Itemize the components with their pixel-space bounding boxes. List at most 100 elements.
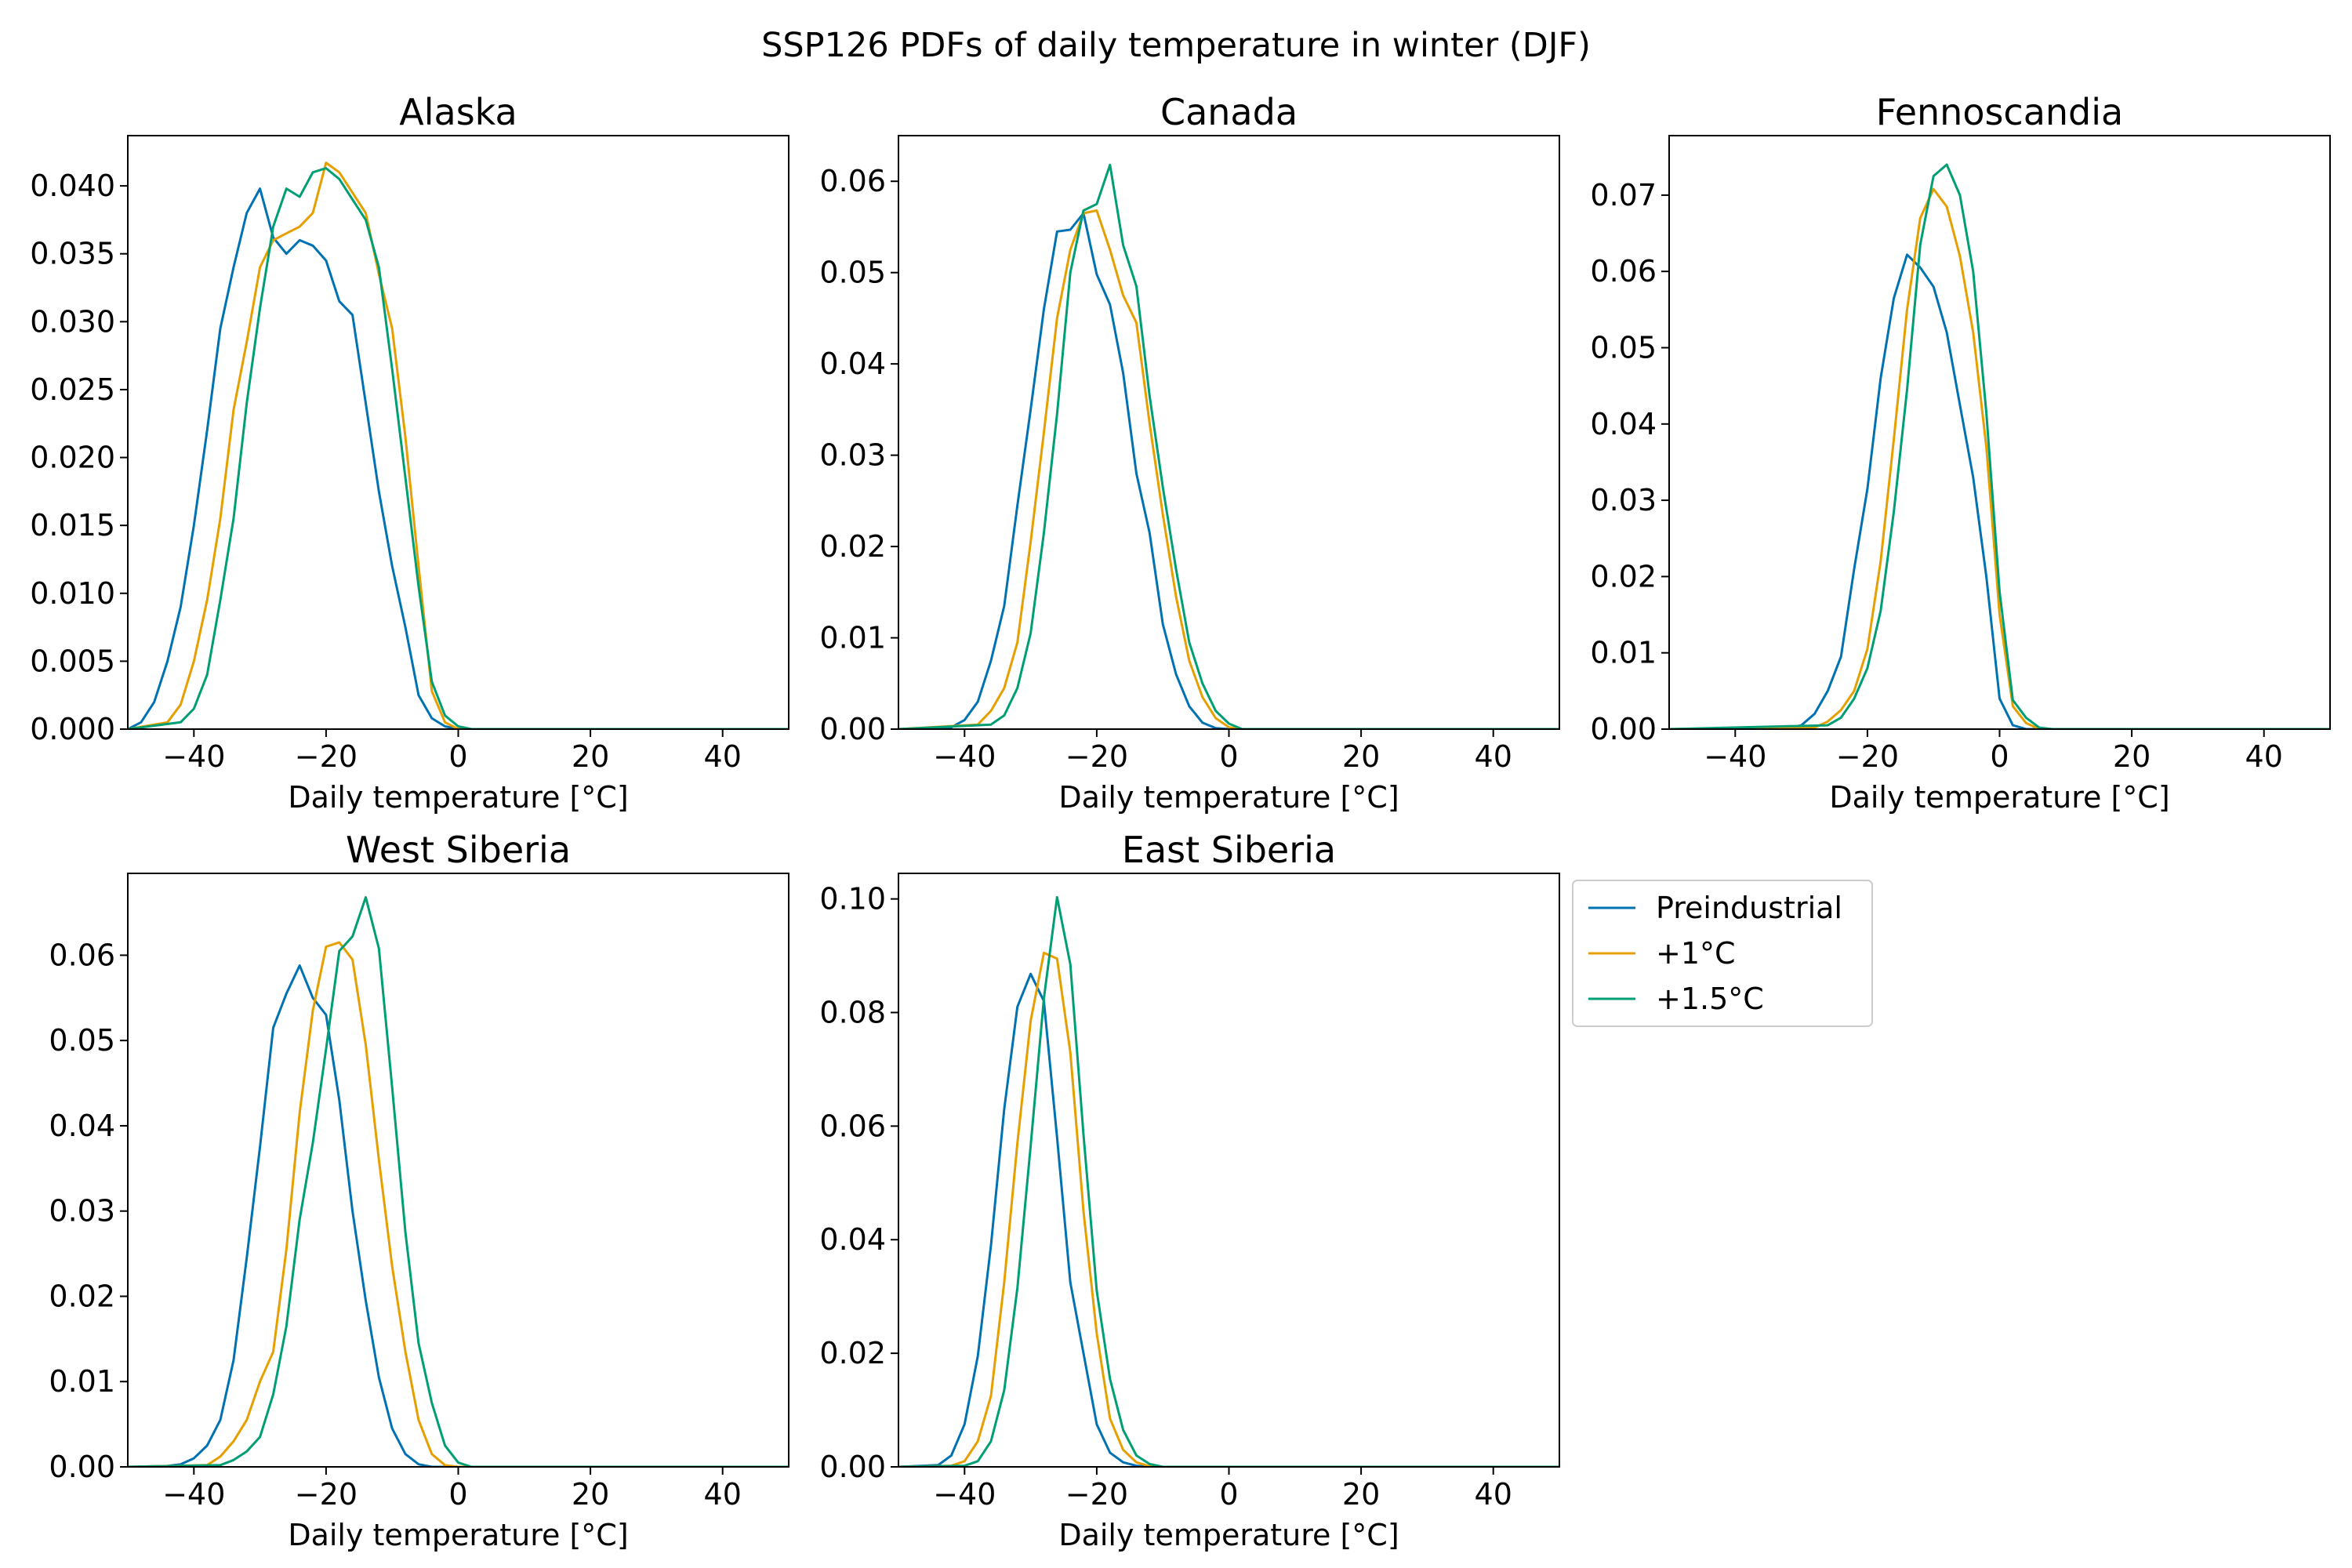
x-tick-label: 40 <box>2245 739 2283 774</box>
y-tick-label: 0.06 <box>1590 254 1657 289</box>
y-tick-label: 0.04 <box>1590 407 1657 441</box>
x-tick-label: 40 <box>704 739 742 774</box>
y-tick-label: 0.08 <box>819 995 886 1029</box>
y-tick-label: 0.05 <box>49 1023 115 1058</box>
y-tick-label: 0.04 <box>819 1222 886 1257</box>
panel-1: Canada −40 −20 0 20 40 0.00 0.01 0.02 0.03 0.04 0.0… <box>819 91 1560 815</box>
series-line-0 <box>898 972 1559 1467</box>
y-tick-label: 0.00 <box>819 1450 886 1484</box>
x-tick-label: −20 <box>1065 1477 1128 1512</box>
axes-frame <box>127 135 789 730</box>
x-tick-label: 0 <box>448 739 467 774</box>
y-tick-label: 0.10 <box>819 882 886 916</box>
x-tick-label: −20 <box>295 739 358 774</box>
axes-frame <box>1668 135 2331 730</box>
panel-title: Canada <box>1160 91 1298 133</box>
x-axis-label: Daily temperature [°C] <box>1058 780 1399 815</box>
panel-0: Alaska −40 −20 0 20 40 0.000 0.005 0.010 0.015 0.0… <box>30 91 789 815</box>
y-tick-label: 0.03 <box>819 438 886 473</box>
series-line-0 <box>1669 253 2330 729</box>
y-tick-label: 0.020 <box>30 441 115 475</box>
series-line-0 <box>128 187 789 729</box>
panel-title: East Siberia <box>1122 829 1336 871</box>
x-axis-label: Daily temperature [°C] <box>288 780 628 815</box>
series-line-0 <box>898 212 1559 729</box>
series-line-2 <box>898 163 1559 729</box>
series-line-0 <box>128 964 789 1467</box>
y-tick-label: 0.000 <box>30 712 115 746</box>
y-tick-label: 0.00 <box>1590 712 1657 746</box>
x-tick-label: −20 <box>1065 739 1128 774</box>
y-tick-label: 0.05 <box>819 256 886 290</box>
legend-box <box>1572 880 1873 1027</box>
x-tick-label: 20 <box>572 739 609 774</box>
axes-frame <box>898 135 1560 730</box>
series-line-2 <box>128 896 789 1467</box>
x-tick-label: −40 <box>933 739 996 774</box>
series-line-1 <box>898 951 1559 1467</box>
y-tick-label: 0.02 <box>49 1279 115 1313</box>
x-tick-label: 40 <box>1475 1477 1512 1512</box>
y-tick-label: 0.07 <box>1590 178 1657 212</box>
panels: Alaska−40 −20 0 20 400.0000.0050.0100.0150.0… <box>30 91 2331 1552</box>
x-tick-label: −40 <box>162 1477 225 1512</box>
x-tick-label: 20 <box>572 1477 609 1512</box>
x-tick-label: 40 <box>704 1477 742 1512</box>
y-tick-label: 0.05 <box>1590 330 1657 365</box>
y-tick-label: 0.02 <box>819 1336 886 1370</box>
y-tick-label: 0.035 <box>30 237 115 271</box>
x-tick-label: −40 <box>162 739 225 774</box>
x-tick-label: 20 <box>1342 1477 1380 1512</box>
series-line-2 <box>1669 163 2330 729</box>
axes-frame <box>127 873 789 1468</box>
y-tick-label: 0.00 <box>49 1450 115 1484</box>
panel-title: West Siberia <box>346 829 571 871</box>
x-axis-label: Daily temperature [°C] <box>1829 780 2169 815</box>
panel-title: Fennoscandia <box>1876 91 2123 133</box>
x-tick-label: 0 <box>1990 739 2009 774</box>
y-tick-label: 0.01 <box>819 621 886 655</box>
x-axis-label: Daily temperature [°C] <box>288 1518 628 1552</box>
x-tick-label: −20 <box>1836 739 1899 774</box>
y-tick-label: 0.005 <box>30 644 115 678</box>
legend-label: Preindustrial <box>1656 891 1842 925</box>
y-tick-label: 0.03 <box>49 1194 115 1229</box>
y-tick-label: 0.00 <box>819 712 886 746</box>
series-line-1 <box>1669 187 2330 729</box>
x-tick-label: 20 <box>2113 739 2151 774</box>
figure-title: SSP126 PDFs of daily temperature in wint… <box>761 26 1591 65</box>
axes-frame <box>898 873 1560 1468</box>
legend: Preindustrial +1°C +1.5°C <box>1572 880 1873 1027</box>
x-tick-label: 0 <box>448 1477 467 1512</box>
y-tick-label: 0.06 <box>819 164 886 198</box>
series-line-1 <box>128 162 789 729</box>
legend-label: +1°C <box>1656 936 1736 971</box>
y-tick-label: 0.015 <box>30 508 115 543</box>
y-tick-label: 0.02 <box>1590 559 1657 593</box>
y-tick-label: 0.040 <box>30 169 115 203</box>
y-tick-label: 0.02 <box>819 529 886 564</box>
y-tick-label: 0.010 <box>30 576 115 611</box>
x-tick-label: 20 <box>1342 739 1380 774</box>
x-tick-label: 40 <box>1475 739 1512 774</box>
y-tick-label: 0.030 <box>30 304 115 339</box>
x-tick-label: −40 <box>933 1477 996 1512</box>
x-tick-label: 0 <box>1219 1477 1238 1512</box>
x-tick-label: −20 <box>295 1477 358 1512</box>
series-line-2 <box>128 167 789 729</box>
y-tick-label: 0.04 <box>819 347 886 381</box>
series-line-1 <box>128 941 789 1467</box>
panel-4: East Siberia −40 −20 0 20 40 0.00 0.02 0.04 0.06 0… <box>819 829 1560 1552</box>
panel-2: Fennoscandia −40 −20 0 20 40 0.00 0.01 0.02 0.03 0… <box>1590 91 2331 815</box>
y-tick-label: 0.01 <box>49 1364 115 1399</box>
x-axis-label: Daily temperature [°C] <box>1058 1518 1399 1552</box>
panel-title: Alaska <box>399 91 517 133</box>
x-tick-label: −40 <box>1704 739 1766 774</box>
y-tick-label: 0.06 <box>49 938 115 972</box>
y-tick-label: 0.025 <box>30 372 115 407</box>
y-tick-label: 0.01 <box>1590 636 1657 670</box>
legend-label: +1.5°C <box>1656 982 1764 1016</box>
y-tick-label: 0.03 <box>1590 483 1657 517</box>
x-tick-label: 0 <box>1219 739 1238 774</box>
